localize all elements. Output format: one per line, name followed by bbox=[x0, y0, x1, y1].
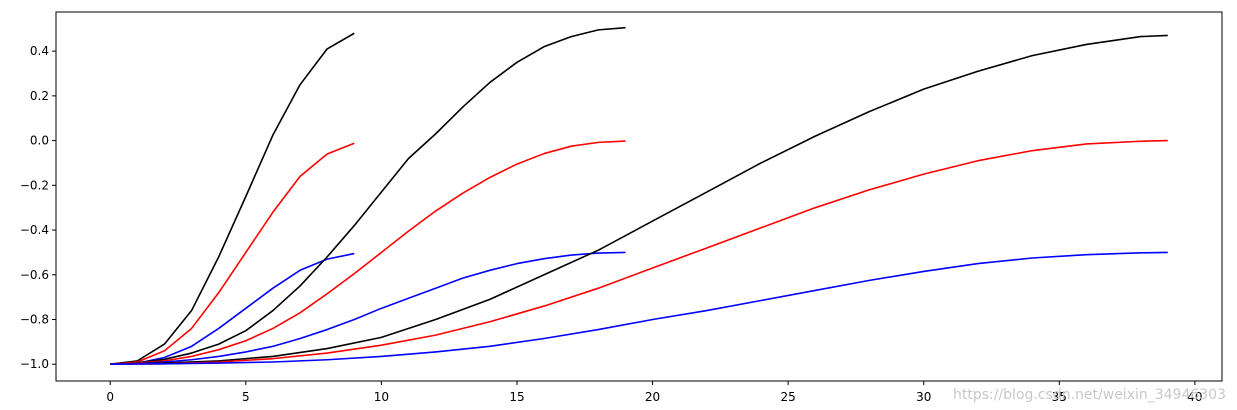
y-tick-label: −0.8 bbox=[20, 313, 49, 327]
y-tick-label: −0.2 bbox=[20, 178, 49, 192]
series-line-40-6 bbox=[110, 34, 1168, 366]
y-axis: −1.0 −0.8 −0.6 −0.4 −0.2 0.0 0.2 0.4 bbox=[20, 44, 56, 371]
watermark-text: https://blog.csdn.net/weixin_34946303 bbox=[953, 387, 1226, 403]
x-tick-label: 40 bbox=[1187, 390, 1202, 404]
series-line-40-7 bbox=[110, 139, 1168, 366]
y-tick-label: 0.4 bbox=[30, 44, 49, 58]
x-tick-label: 0 bbox=[106, 390, 114, 404]
x-tick-label: 30 bbox=[916, 390, 931, 404]
x-tick-label: 15 bbox=[509, 390, 524, 404]
x-tick-label: 10 bbox=[374, 390, 389, 404]
plot-frame bbox=[55, 11, 1223, 382]
y-tick-label: 0.0 bbox=[30, 134, 49, 148]
series-line-20-4 bbox=[110, 140, 626, 366]
series-line-20-5 bbox=[110, 251, 626, 366]
y-tick-label: −0.6 bbox=[20, 268, 49, 282]
x-tick-label: 5 bbox=[242, 390, 250, 404]
series-line-40-8 bbox=[110, 251, 1168, 366]
x-axis: 0 5 10 15 20 25 30 35 40 bbox=[106, 381, 1203, 404]
y-tick-label: 0.2 bbox=[30, 89, 49, 103]
series-line-10-1 bbox=[110, 142, 355, 366]
series-line-20-3 bbox=[110, 26, 626, 366]
y-tick-label: −0.4 bbox=[20, 223, 49, 237]
series-layer bbox=[110, 26, 1168, 366]
x-tick-label: 35 bbox=[1052, 390, 1067, 404]
series-line-10-2 bbox=[110, 252, 355, 366]
x-tick-label: 25 bbox=[780, 390, 795, 404]
series-line-10-0 bbox=[110, 32, 355, 366]
y-tick-label: −1.0 bbox=[20, 357, 49, 371]
x-tick-label: 20 bbox=[645, 390, 660, 404]
